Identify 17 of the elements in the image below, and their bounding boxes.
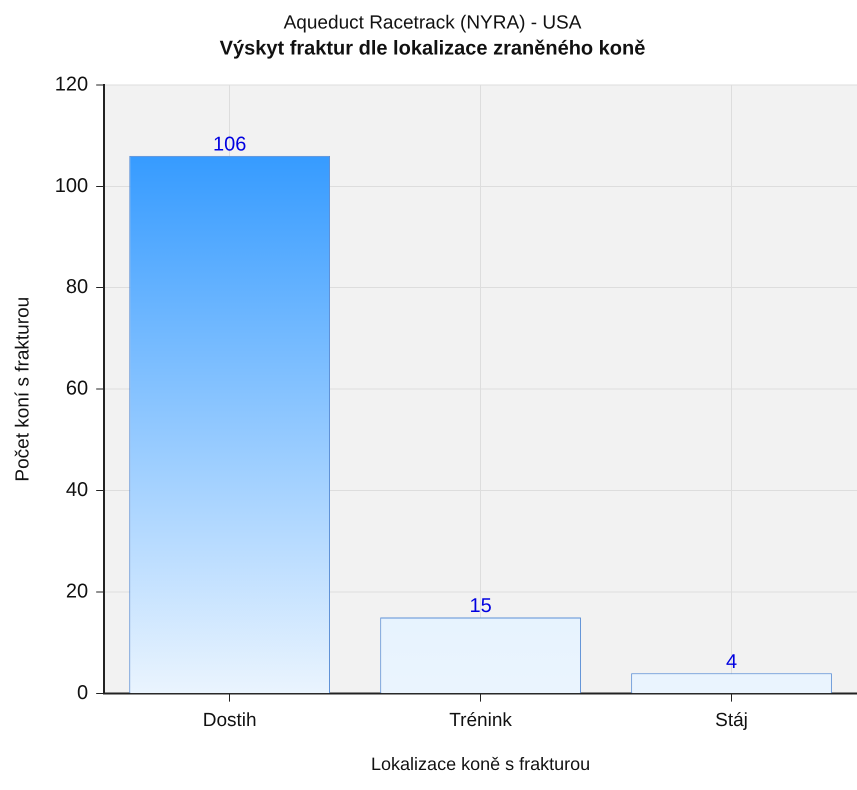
x-tick-label: Trénink [449, 710, 512, 732]
y-tick-label: 20 [66, 580, 88, 603]
y-axis-title: Počet koní s frakturou [12, 296, 34, 482]
x-tick-label: Dostih [202, 710, 257, 732]
x-axis-title: Lokalizace koně s frakturou [371, 754, 590, 774]
data-label: 106 [212, 133, 246, 156]
chart-subtitle: Výskyt fraktur dle lokalizace zraněného koně [220, 37, 646, 60]
y-tick-label: 0 [77, 682, 88, 704]
y-tick-label: 100 [54, 174, 88, 197]
y-tick-label: 40 [66, 479, 88, 502]
chart-title: Aqueduct Racetrack (NYRA) - USA [284, 12, 582, 34]
x-tick-label: Stáj [715, 710, 748, 732]
data-label: 15 [469, 595, 492, 618]
y-tick-label: 60 [66, 378, 88, 400]
data-label: 4 [726, 650, 738, 673]
y-tick-label: 80 [66, 276, 88, 298]
y-tick-label: 120 [54, 73, 88, 96]
